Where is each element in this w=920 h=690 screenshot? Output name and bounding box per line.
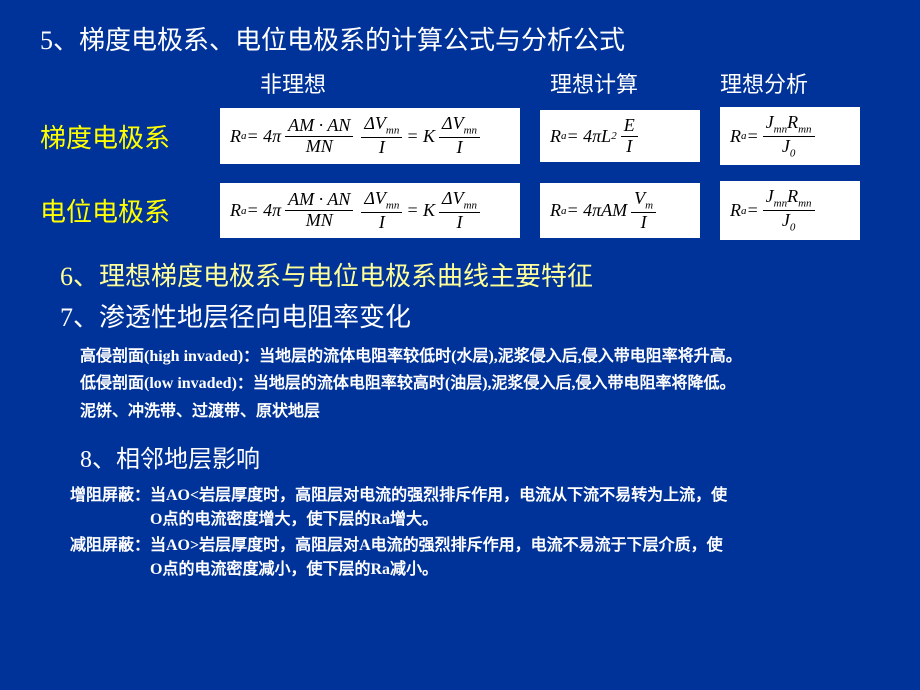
col-header-nonideal: 非理想: [260, 67, 550, 99]
num: JmnRmn: [763, 187, 815, 211]
sym: J: [782, 210, 790, 230]
sym: J: [766, 186, 774, 206]
sym: ΔV: [364, 188, 386, 208]
sym: R: [730, 200, 741, 221]
num: AM · AN: [285, 190, 353, 211]
num: ΔVmn: [361, 114, 402, 138]
text: 增阻屏蔽：当AO<岩层厚度时，高阻层对电流的强烈排斥作用，电流从下流不易转为上流…: [70, 487, 727, 504]
fraction: AM · AN MN: [285, 190, 353, 231]
col-header-ideal-analysis: 理想分析: [720, 67, 840, 99]
formula-potential-ideal-analysis: Ra = JmnRmn J0: [720, 181, 860, 239]
den: I: [376, 138, 388, 158]
section8-line-2: 减阻屏蔽：当AO>岩层厚度时，高阻层对A电流的强烈排斥作用，电流不易流于下层介质…: [40, 534, 880, 582]
section7-line-1: 高侵剖面(high invaded)：当地层的流体电阻率较低时(水层),泥浆侵入…: [40, 344, 880, 370]
sym: R: [230, 126, 241, 147]
sym: ΔV: [442, 113, 464, 133]
sym: =: [747, 200, 759, 221]
den: MN: [303, 211, 336, 231]
sym: ΔV: [442, 188, 464, 208]
formula-gradient-ideal-calc: Ra = 4πL2 E I: [540, 110, 700, 163]
sub: mn: [774, 198, 787, 210]
num: E: [621, 116, 638, 137]
sym: R: [550, 126, 561, 147]
formula-row-potential: 电位电极系 Ra = 4π AM · AN MN ΔVmn I = K ΔVmn…: [40, 181, 880, 239]
sub: m: [645, 199, 653, 211]
section8-line-1: 增阻屏蔽：当AO<岩层厚度时，高阻层对电流的强烈排斥作用，电流从下流不易转为上流…: [40, 484, 880, 532]
sym: = K: [406, 126, 435, 147]
den: MN: [303, 137, 336, 157]
heading-7: 7、渗透性地层径向电阻率变化: [40, 297, 880, 334]
sym: J: [766, 112, 774, 132]
fraction: ΔVmn I: [361, 189, 402, 232]
formula-gradient-ideal-analysis: Ra = JmnRmn J0: [720, 107, 860, 165]
den: J0: [779, 137, 799, 160]
den: I: [623, 137, 635, 157]
sym: R: [230, 200, 241, 221]
sym: = 4π: [247, 200, 282, 221]
heading-8: 8、相邻地层影响: [40, 439, 880, 474]
sub: 0: [790, 222, 796, 234]
fraction: Vm I: [631, 189, 656, 232]
den: J0: [779, 211, 799, 234]
sym: = 4πL: [567, 126, 612, 147]
den: I: [454, 138, 466, 158]
sym: R: [550, 200, 561, 221]
den: I: [454, 213, 466, 233]
fraction: JmnRmn J0: [763, 187, 815, 233]
num: ΔVmn: [439, 189, 480, 213]
den: I: [376, 213, 388, 233]
sub: 0: [790, 147, 796, 159]
text: O点的电流密度减小，使下层的Ra减小。: [70, 558, 880, 582]
row-label-potential: 电位电极系: [40, 192, 220, 229]
sub: mn: [464, 125, 477, 137]
sub: mn: [386, 125, 399, 137]
sym: =: [747, 126, 759, 147]
formula-row-gradient: 梯度电极系 Ra = 4π AM · AN MN ΔVmn I = K ΔVmn…: [40, 107, 880, 165]
fraction: ΔVmn I: [439, 114, 480, 157]
slide-content: 5、梯度电极系、电位电极系的计算公式与分析公式 非理想 理想计算 理想分析 梯度…: [0, 0, 920, 604]
column-headers: 非理想 理想计算 理想分析: [260, 67, 880, 99]
heading-5: 5、梯度电极系、电位电极系的计算公式与分析公式: [40, 20, 880, 57]
sym: R: [730, 126, 741, 147]
num: ΔVmn: [439, 114, 480, 138]
sym: V: [634, 188, 645, 208]
formula-potential-nonideal: Ra = 4π AM · AN MN ΔVmn I = K ΔVmn I: [220, 183, 520, 238]
section7-line-3: 泥饼、冲洗带、过渡带、原状地层: [40, 399, 880, 425]
formula-potential-ideal-calc: Ra = 4πAM Vm I: [540, 183, 700, 238]
section7-line-2: 低侵剖面(low invaded)：当地层的流体电阻率较高时(油层),泥浆侵入后…: [40, 371, 880, 397]
text: O点的电流密度增大，使下层的Ra增大。: [70, 508, 880, 532]
num: JmnRmn: [763, 113, 815, 137]
fraction: ΔVmn I: [439, 189, 480, 232]
fraction: JmnRmn J0: [763, 113, 815, 159]
sub: mn: [386, 199, 399, 211]
sym: = K: [406, 200, 435, 221]
heading-6: 6、理想梯度电极系与电位电极系曲线主要特征: [40, 256, 880, 293]
fraction: ΔVmn I: [361, 114, 402, 157]
sym: R: [787, 186, 798, 206]
sym: = 4πAM: [567, 200, 628, 221]
sym: ΔV: [364, 113, 386, 133]
formula-gradient-nonideal: Ra = 4π AM · AN MN ΔVmn I = K ΔVmn I: [220, 108, 520, 163]
row-label-gradient: 梯度电极系: [40, 118, 220, 155]
col-header-ideal-calc: 理想计算: [550, 67, 720, 99]
num: ΔVmn: [361, 189, 402, 213]
den: I: [638, 213, 650, 233]
text: 减阻屏蔽：当AO>岩层厚度时，高阻层对A电流的强烈排斥作用，电流不易流于下层介质…: [70, 537, 723, 554]
sub: mn: [464, 199, 477, 211]
fraction: E I: [621, 116, 638, 157]
num: Vm: [631, 189, 656, 213]
sym: = 4π: [247, 126, 282, 147]
sub: mn: [798, 198, 811, 210]
fraction: AM · AN MN: [285, 116, 353, 157]
sub: mn: [798, 124, 811, 136]
sup: 2: [611, 130, 617, 142]
sym: J: [782, 136, 790, 156]
sub: mn: [774, 124, 787, 136]
sym: R: [787, 112, 798, 132]
num: AM · AN: [285, 116, 353, 137]
